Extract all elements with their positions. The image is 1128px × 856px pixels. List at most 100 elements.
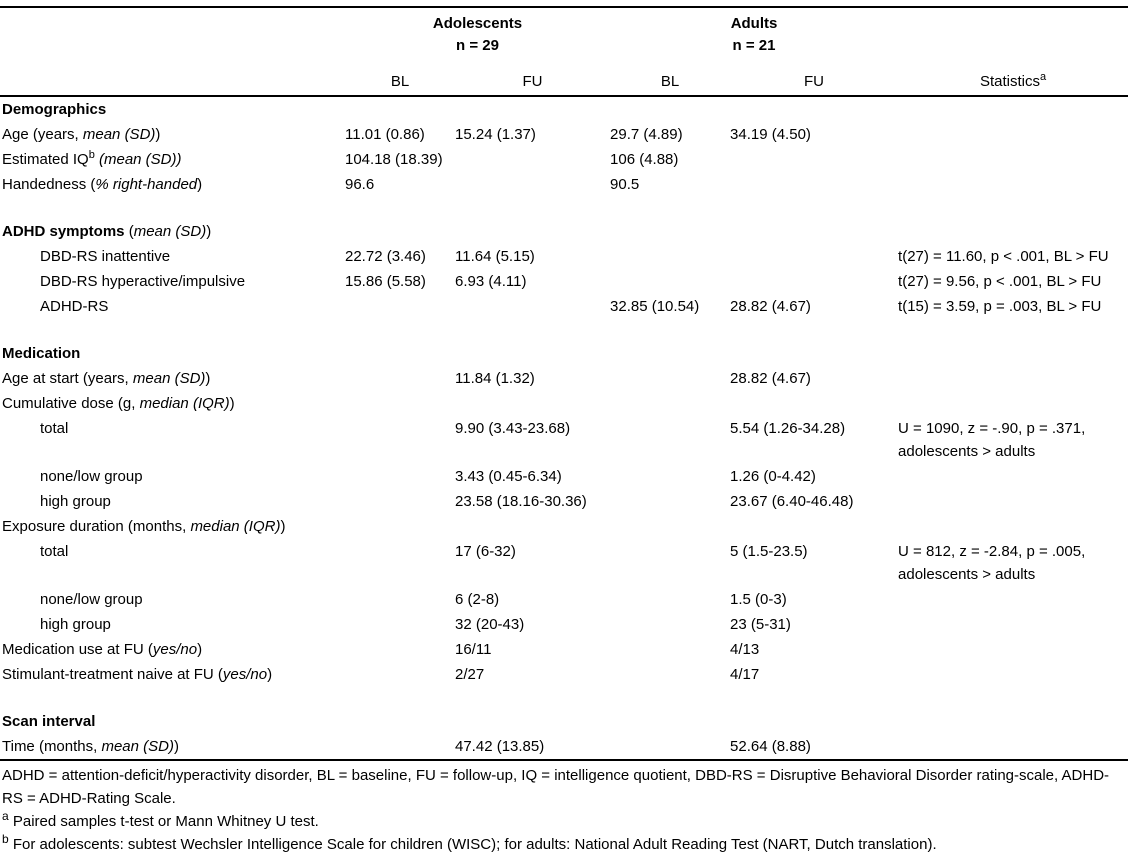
cell-label: total bbox=[0, 539, 345, 587]
table-header: Adolescents Adults n = 29 n = 21 BL FU B… bbox=[0, 7, 1128, 97]
cell-statistics bbox=[898, 612, 1128, 637]
table-row: high group 32 (20-43) 23 (5-31) bbox=[0, 612, 1128, 637]
cell-adults-bl bbox=[610, 219, 730, 244]
section-row: ADHD symptoms (mean (SD)) bbox=[0, 219, 1128, 244]
cell-adolescents-bl bbox=[345, 709, 455, 734]
cell-label: high group bbox=[0, 489, 345, 514]
spacer-cell bbox=[0, 319, 1128, 341]
cell-adults-fu: 23.67 (6.40-46.48) bbox=[730, 493, 854, 510]
table-footnotes: ADHD = attention-deficit/hyperactivity d… bbox=[0, 761, 1128, 856]
cell-adolescents-fu: 11.64 (5.15) bbox=[455, 248, 535, 265]
cell-adults-fu bbox=[730, 244, 898, 269]
spacer-cell bbox=[0, 197, 1128, 219]
text-part: median (IQR) bbox=[139, 395, 230, 412]
text-part: ( bbox=[124, 223, 134, 240]
cell-adolescents-fu: 11.84 (1.32) bbox=[455, 370, 535, 387]
text-part: Time (months, bbox=[2, 738, 102, 755]
cell-adolescents-fu: 23.58 (18.16-30.36) bbox=[455, 493, 587, 510]
cell-adolescents-bl: 104.18 (18.39) bbox=[345, 151, 443, 168]
group-title-row: Adolescents Adults bbox=[0, 7, 1128, 35]
adults-fu-header: FU bbox=[730, 56, 899, 97]
cell-adolescents-fu bbox=[455, 709, 610, 734]
cell-label: Exposure duration (months, median (IQR)) bbox=[0, 514, 345, 539]
cell-adolescents-bl: 96.6 bbox=[345, 176, 375, 193]
cell-adolescents-bl bbox=[345, 294, 455, 319]
cell-adolescents-bl bbox=[345, 734, 455, 760]
cell-statistics: t(15) = 3.59, p = .003, BL > FU bbox=[898, 298, 1102, 315]
cell-statistics: U = 812, z = -2.84, p = .005, adolescent… bbox=[898, 543, 1086, 583]
empty-header-cell bbox=[0, 35, 345, 56]
text-part: ) bbox=[205, 370, 211, 387]
group-n-row: n = 29 n = 21 bbox=[0, 35, 1128, 56]
cell-adults-fu: 28.82 (4.67) bbox=[730, 298, 811, 315]
adolescents-group-header: Adolescents bbox=[432, 15, 523, 32]
cell-adolescents-bl bbox=[345, 464, 455, 489]
empty-header-cell bbox=[0, 56, 345, 97]
table-row: Age at start (years, mean (SD)) 11.84 (1.… bbox=[0, 366, 1128, 391]
adolescents-n-header: n = 29 bbox=[456, 37, 499, 54]
cell-adults-bl: 90.5 bbox=[610, 176, 640, 193]
spacer-row bbox=[0, 197, 1128, 219]
cell-adults-fu bbox=[730, 172, 898, 197]
cell-statistics bbox=[898, 366, 1128, 391]
cell-statistics bbox=[898, 662, 1128, 687]
cell-label: Handedness (% right-handed) bbox=[0, 172, 345, 197]
cell-adolescents-fu: 6 (2-8) bbox=[455, 591, 500, 608]
section-row: Scan interval bbox=[0, 709, 1128, 734]
cell-adults-fu bbox=[730, 219, 898, 244]
table-row: Handedness (% right-handed) 96.6 90.5 bbox=[0, 172, 1128, 197]
text-part: total bbox=[40, 543, 69, 560]
text-part: Cumulative dose (g, bbox=[2, 395, 140, 412]
cell-adolescents-bl bbox=[345, 539, 455, 587]
superscript-marker: a bbox=[2, 809, 9, 823]
cell-adults-bl bbox=[610, 96, 730, 122]
cell-label: ADHD symptoms (mean (SD)) bbox=[0, 219, 345, 244]
cell-adolescents-fu: 32 (20-43) bbox=[455, 616, 525, 633]
cell-adolescents-fu: 3.43 (0.45-6.34) bbox=[455, 468, 562, 485]
cell-adults-bl: 32.85 (10.54) bbox=[610, 298, 700, 315]
subheader-row: BL FU BL FU Statisticsa bbox=[0, 56, 1128, 97]
empty-header-cell bbox=[898, 7, 1128, 35]
cell-adolescents-bl bbox=[345, 416, 455, 464]
cell-adults-fu: 4/17 bbox=[730, 666, 760, 683]
text-part: mean (SD) bbox=[132, 370, 206, 387]
text-part: mean (SD) bbox=[133, 223, 207, 240]
table-row: Age (years, mean (SD)) 11.01 (0.86) 15.24 … bbox=[0, 122, 1128, 147]
cell-adolescents-bl bbox=[345, 514, 455, 539]
cell-adolescents-bl bbox=[345, 662, 455, 687]
text-part: mean (SD) bbox=[101, 738, 174, 755]
text-part: (mean (SD)) bbox=[99, 151, 182, 168]
cell-adolescents-fu bbox=[455, 147, 610, 172]
cell-statistics: t(27) = 11.60, p < .001, BL > FU bbox=[898, 248, 1109, 265]
cell-adults-fu: 5 (1.5-23.5) bbox=[730, 543, 808, 560]
cell-adults-fu: 52.64 (8.88) bbox=[730, 738, 811, 755]
cell-adults-bl bbox=[610, 612, 730, 637]
empty-header-cell bbox=[898, 35, 1128, 56]
cell-statistics bbox=[898, 172, 1128, 197]
cell-adolescents-bl bbox=[345, 341, 455, 366]
text-part: DBD-RS hyperactive/impulsive bbox=[40, 273, 246, 290]
cell-adolescents-fu: 6.93 (4.11) bbox=[455, 273, 527, 290]
cell-adolescents-bl: 22.72 (3.46) bbox=[345, 248, 426, 265]
cell-label: ADHD-RS bbox=[0, 294, 345, 319]
statistics-footnote-marker: a bbox=[1039, 71, 1047, 83]
cell-adults-bl bbox=[610, 662, 730, 687]
table-row: high group 23.58 (18.16-30.36) 23.67 (6.40… bbox=[0, 489, 1128, 514]
cell-statistics bbox=[898, 734, 1128, 760]
text-part: mean (SD) bbox=[82, 126, 156, 143]
cell-adolescents-fu: 17 (6-32) bbox=[455, 543, 516, 560]
cell-label: Time (months, mean (SD)) bbox=[0, 734, 345, 760]
text-part: ) bbox=[267, 666, 273, 683]
table-row: Medication use at FU (yes/no) 16/11 4/13 bbox=[0, 637, 1128, 662]
footnote-line: b For adolescents: subtest Wechsler Inte… bbox=[0, 833, 1128, 856]
text-part: Paired samples t-test or Mann Whitney U … bbox=[8, 813, 319, 830]
cell-adults-fu: 34.19 (4.50) bbox=[730, 126, 811, 143]
table-row: Estimated IQb (mean (SD)) 104.18 (18.39) 1… bbox=[0, 147, 1128, 172]
text-part: % right-handed bbox=[95, 176, 198, 193]
cell-label: Age at start (years, mean (SD)) bbox=[0, 366, 345, 391]
superscript-marker: b bbox=[88, 149, 95, 161]
cell-adults-fu: 1.26 (0-4.42) bbox=[730, 468, 816, 485]
footnote-line: a Paired samples t-test or Mann Whitney … bbox=[0, 810, 1128, 833]
cell-adults-bl bbox=[610, 587, 730, 612]
